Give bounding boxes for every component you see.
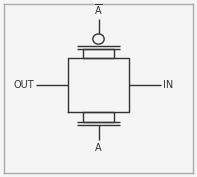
Text: A: A (95, 142, 102, 153)
Text: OUT: OUT (14, 80, 34, 90)
Text: $\overline{\mathrm{A}}$: $\overline{\mathrm{A}}$ (94, 2, 103, 17)
Text: IN: IN (163, 80, 173, 90)
